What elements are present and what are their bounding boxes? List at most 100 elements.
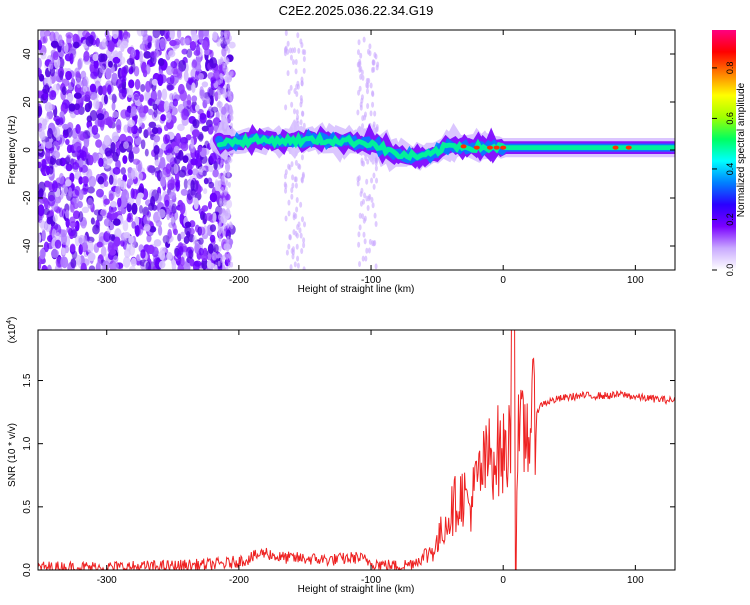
spectrogram-noise-cell <box>97 176 105 185</box>
spectrogram-streak-cell <box>360 94 364 101</box>
spectrogram-noise-cell <box>207 200 213 210</box>
spectrogram-noise-cell <box>214 91 219 102</box>
spectrogram-streak-cell <box>219 105 223 112</box>
spectrogram-noise-cell <box>65 163 73 172</box>
spectrogram-streak-cell <box>297 221 301 228</box>
spectrogram-peak-cell <box>486 145 493 150</box>
spectrogram-noise-cell <box>186 231 191 238</box>
spectrogram-noise-cell <box>166 83 174 92</box>
spectrogram-noise-cell <box>65 156 71 165</box>
spectrogram-streak-cell <box>370 177 374 184</box>
spectrogram-noise-cell <box>147 108 154 116</box>
snr-y-tick-label: 1.0 <box>22 436 33 450</box>
spectrogram-noise-cell <box>201 258 208 270</box>
spectrogram-noise-cell <box>76 77 82 89</box>
spectrogram-noise-cell <box>149 50 157 58</box>
snr-x-tick-label: 0 <box>500 575 506 586</box>
spectrogram-noise-cell <box>194 150 200 159</box>
spectrogram-noise-cell <box>127 178 134 186</box>
spectrogram-noise-cell <box>201 125 209 132</box>
spectrogram-noise-cell <box>128 243 136 256</box>
spectrogram-noise-cell <box>166 252 173 260</box>
spectrogram-noise-cell <box>131 202 138 215</box>
spectrogram-noise-cell <box>160 114 167 122</box>
spectrogram-streak-cell <box>374 221 378 228</box>
spectrogram-noise-cell <box>169 39 177 47</box>
spectrogram-streak-cell <box>357 241 361 248</box>
spectrogram-noise-cell <box>202 39 210 51</box>
spectrogram-noise-cell <box>143 91 150 102</box>
spectrogram-streak-cell <box>291 246 295 253</box>
spectrogram-streak-cell <box>290 47 294 54</box>
spectrogram-noise-cell <box>69 243 76 253</box>
spectrogram-noise-cell <box>118 88 127 100</box>
spectrogram-noise-cell <box>190 158 198 166</box>
spectrogram-streak-cell <box>286 40 290 47</box>
spectrogram-noise-cell <box>112 111 119 119</box>
spectrogram-streak-cell <box>358 60 362 67</box>
spectrogram-streak-cell <box>300 76 304 83</box>
spectrogram-noise-cell <box>100 246 107 257</box>
spectrogram-noise-cell <box>186 48 193 59</box>
snr-x-tick-label: -300 <box>97 575 117 586</box>
spectrogram-y-tick-label: -40 <box>22 238 33 253</box>
spectrogram-noise-cell <box>140 83 146 93</box>
spectrogram-noise-cell <box>161 88 168 101</box>
snr-axes: -300 -200 -100 0 100 0.0 0.5 1.0 1.5 <box>22 330 675 586</box>
spectrogram-noise-cell <box>162 234 170 244</box>
spectrogram-streak-cell <box>371 101 375 108</box>
spectrogram-noise-cell <box>89 64 95 74</box>
spectrogram-streak-cell <box>294 68 298 75</box>
spectrogram-noise-cell <box>131 221 136 229</box>
spectrogram-streak-cell <box>225 180 229 187</box>
spectrogram-streak-cell <box>361 213 365 220</box>
spectrogram-streak-cell <box>291 174 295 181</box>
spectrogram-noise-cell <box>216 86 224 96</box>
spectrogram-noise-cell <box>69 220 77 228</box>
spectrogram-noise-cell <box>159 250 166 261</box>
spectrogram-noise-cell <box>130 167 138 180</box>
spectrogram-noise-cell <box>61 184 69 196</box>
spectrogram-noise-cell <box>105 67 112 80</box>
spectrogram-noise-cell <box>58 207 64 218</box>
snr-x-tick-label: 100 <box>627 575 644 586</box>
spectrogram-noise-cell <box>108 121 113 129</box>
spectrogram-noise-cell <box>82 85 88 93</box>
spectrogram-streak-cell <box>366 204 370 211</box>
spectrogram-streak-cell <box>369 82 373 89</box>
spectrogram-noise-cell <box>90 71 98 80</box>
spectrogram-noise-cell <box>82 30 90 38</box>
spectrogram-streak-cell <box>359 200 363 207</box>
spectrogram-streak-cell <box>293 108 297 115</box>
spectrogram-noise-cell <box>70 201 75 213</box>
spectrogram-noise-cell <box>117 197 122 208</box>
spectrogram-x-tick-label: 0 <box>500 275 506 286</box>
spectrogram-streak-cell <box>227 47 231 54</box>
spectrogram-noise-cell <box>132 146 140 154</box>
spectrogram-streak-cell <box>220 31 224 38</box>
spectrogram-noise-cell <box>203 188 208 195</box>
spectrogram-noise-cell <box>149 226 157 233</box>
spectrogram-streak-cell <box>374 53 378 60</box>
spectrogram-noise-cell <box>111 102 116 111</box>
spectrogram-noise-cell <box>172 98 179 107</box>
spectrogram-noise-cell <box>153 135 161 143</box>
spectrogram-streak-cell <box>290 161 294 168</box>
spectrogram-streak-cell <box>374 165 378 172</box>
spectrogram-noise-cell <box>119 30 124 41</box>
spectrogram-noise-cell <box>91 124 99 136</box>
spectrogram-noise-cell <box>193 197 199 210</box>
spectrogram-noise-cell <box>178 142 187 149</box>
spectrogram-noise-cell <box>165 65 174 76</box>
spectrogram-streak-cell <box>290 193 294 200</box>
spectrogram-noise-cell <box>130 257 137 267</box>
spectrogram-y-tick-label: 40 <box>22 48 33 60</box>
spectrogram-noise-cell <box>121 190 127 202</box>
spectrogram-noise-cell <box>206 259 212 269</box>
snr-scale-label: (x104) <box>6 317 18 344</box>
spectrogram-noise-cell <box>212 169 219 178</box>
spectrogram-noise-cell <box>99 65 105 74</box>
spectrogram-noise-cell <box>190 68 197 80</box>
spectrogram-noise-cell <box>78 176 83 185</box>
